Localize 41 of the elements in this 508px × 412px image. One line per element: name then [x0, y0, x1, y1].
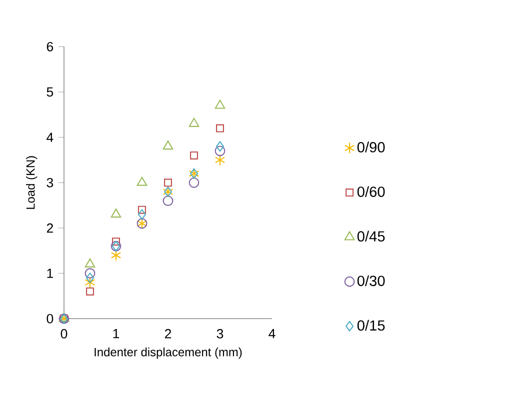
point	[164, 178, 172, 187]
point	[138, 206, 146, 214]
y-axis-title: Load (KN)	[26, 156, 38, 209]
x-tick-label: 0	[60, 329, 68, 338]
legend-label: 0/30	[357, 275, 385, 286]
point	[136, 176, 148, 186]
x-axis-title: Indenter displacement (mm)	[94, 348, 242, 359]
point	[216, 124, 224, 132]
point	[110, 249, 122, 262]
y-tick-label: 5	[46, 87, 54, 97]
point	[214, 146, 226, 156]
legend-label: 0/90	[357, 142, 385, 152]
y-tick-label: 6	[46, 42, 54, 52]
y-tick-label: 1	[47, 268, 53, 278]
point	[214, 154, 226, 166]
x-tick-label: 4	[268, 329, 276, 338]
point	[110, 208, 122, 218]
x-tick-label: 3	[216, 329, 224, 338]
y-tick-label: 2	[46, 223, 53, 233]
point	[84, 258, 96, 268]
point	[84, 276, 96, 288]
point	[188, 177, 200, 188]
point	[162, 140, 174, 150]
point	[216, 141, 224, 152]
y-tick-label: 0	[46, 314, 54, 324]
legend-label: 0/60	[357, 186, 385, 197]
y-tick-label: 3	[46, 178, 54, 188]
point	[190, 151, 198, 160]
legend-label: 0/15	[357, 320, 385, 331]
point	[86, 287, 94, 296]
y-tick-label: 4	[46, 132, 54, 142]
point	[188, 118, 200, 127]
point	[84, 268, 96, 279]
point	[86, 272, 94, 284]
point	[162, 196, 174, 206]
x-tick-label: 1	[113, 329, 120, 338]
legend-label: 0/45	[357, 230, 385, 242]
x-tick-label: 2	[164, 329, 172, 338]
point	[138, 209, 146, 220]
point	[214, 100, 226, 109]
point	[112, 238, 120, 246]
